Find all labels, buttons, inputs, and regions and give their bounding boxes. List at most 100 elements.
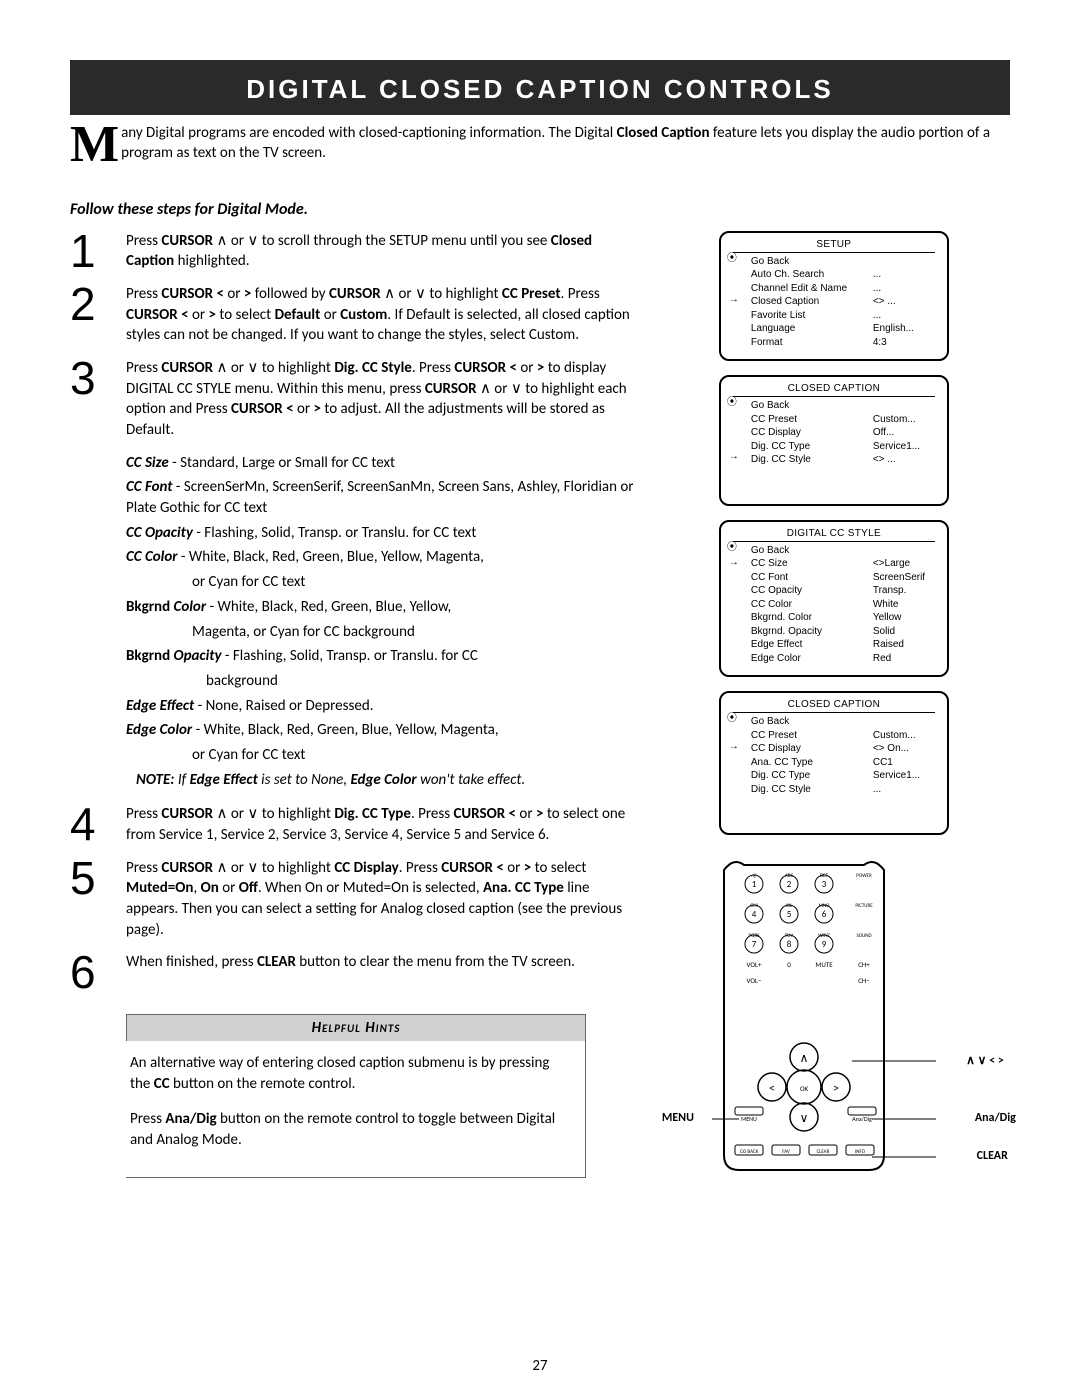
remote-key-number: 6 bbox=[822, 909, 827, 920]
option-line: Magenta, or Cyan for CC background bbox=[126, 622, 634, 643]
step-number: 1 bbox=[70, 231, 106, 272]
osd-row: Dig. CC TypeService1... bbox=[721, 769, 947, 783]
osd-arrow-icon: → bbox=[729, 741, 739, 752]
remote-illustration: .@ABCDEFPOWER123GHIJKLMNOPICTURE456PQRST… bbox=[704, 855, 964, 1175]
step-text: Press CURSOR ∧ or ∨ to highlight Dig. CC… bbox=[126, 804, 634, 845]
options-list: CC Size - Standard, Large or Small for C… bbox=[126, 453, 634, 791]
osd-row: CC PresetCustom... bbox=[721, 413, 947, 427]
osd-row: CC Size<>Large bbox=[721, 557, 947, 571]
osd-row: Dig. CC Style<> ... bbox=[721, 453, 947, 467]
remote-bottom2-label: GO BACK bbox=[740, 1149, 759, 1155]
option-line: Edge Color - White, Black, Red, Green, B… bbox=[126, 720, 634, 741]
option-line: or Cyan for CC text bbox=[126, 572, 634, 593]
remote-bottom2-label: CLEAR bbox=[816, 1149, 829, 1155]
osd-row: Auto Ch. Search... bbox=[721, 268, 947, 282]
remote-key-label: 0 bbox=[787, 960, 791, 969]
remote-key-label: MUTE bbox=[815, 960, 833, 969]
osd-title: SETUP bbox=[721, 239, 947, 250]
osd-row: Go Back bbox=[721, 255, 947, 269]
remote-key-number: 1 bbox=[752, 879, 757, 890]
option-line: CC Font - ScreenSerMn, ScreenSerif, Scre… bbox=[126, 477, 634, 518]
option-line: Edge Effect - None, Raised or Depressed. bbox=[126, 696, 634, 717]
remote-bottom2-label: INFO bbox=[855, 1149, 866, 1155]
osd-digital-cc-style-menu: ⦿DIGITAL CC STYLEGo BackCC Size<>LargeCC… bbox=[719, 520, 949, 678]
option-line: CC Color - White, Black, Red, Green, Blu… bbox=[126, 547, 634, 568]
svg-text:>: > bbox=[833, 1082, 839, 1096]
remote-key-label: SOUND bbox=[856, 933, 871, 939]
osd-title: CLOSED CAPTION bbox=[721, 699, 947, 710]
osd-row: Dig. CC TypeService1... bbox=[721, 440, 947, 454]
svg-text:∧: ∧ bbox=[799, 1052, 808, 1066]
option-line: background bbox=[126, 671, 634, 692]
osd-row: LanguageEnglish... bbox=[721, 322, 947, 336]
osd-closed-caption-menu: ⦿CLOSED CAPTION Go BackCC PresetCustom...… bbox=[719, 375, 949, 506]
osd-row: Edge ColorRed bbox=[721, 652, 947, 666]
step-5: 5Press CURSOR ∧ or ∨ to highlight CC Dis… bbox=[70, 858, 634, 941]
step-text: When finished, press CLEAR button to cle… bbox=[126, 952, 634, 993]
osd-row: Edge EffectRaised bbox=[721, 638, 947, 652]
osd-row: Bkgrnd. OpacitySolid bbox=[721, 625, 947, 639]
option-line: Bkgrnd Color - White, Black, Red, Green,… bbox=[126, 597, 634, 618]
step-number: 5 bbox=[70, 858, 106, 941]
section-subhead: Follow these steps for Digital Mode. bbox=[70, 200, 1010, 219]
remote-label-anadig: Ana/Dig bbox=[975, 1111, 1016, 1125]
osd-title: DIGITAL CC STYLE bbox=[721, 528, 947, 539]
step-2: 2 Press CURSOR < or > followed by CURSOR … bbox=[70, 284, 634, 346]
illustrations-column: ⦿SETUPGo BackAuto Ch. Search...Channel E… bbox=[658, 231, 1010, 1178]
step-number: 6 bbox=[70, 952, 106, 993]
option-line: NOTE: If Edge Effect is set to None, Edg… bbox=[126, 770, 634, 791]
osd-row: CC PresetCustom... bbox=[721, 729, 947, 743]
osd-row: Closed Caption<> ... bbox=[721, 295, 947, 309]
svg-text:<: < bbox=[769, 1082, 775, 1096]
osd-row: CC ColorWhite bbox=[721, 598, 947, 612]
option-line: CC Opacity - Flashing, Solid, Transp. or… bbox=[126, 523, 634, 544]
remote-key-number: 2 bbox=[787, 879, 792, 890]
remote-label-menu: MENU bbox=[662, 1111, 694, 1125]
step-text: Press CURSOR ∧ or ∨ to highlight CC Disp… bbox=[126, 858, 634, 941]
osd-row: CC FontScreenSerif bbox=[721, 571, 947, 585]
step-4: 4 Press CURSOR ∧ or ∨ to highlight Dig. C… bbox=[70, 804, 634, 845]
remote-label-arrows: ∧ ∨ < > bbox=[966, 1053, 1004, 1068]
remote-key-number: 3 bbox=[822, 879, 827, 890]
option-line: or Cyan for CC text bbox=[126, 745, 634, 766]
option-line: Bkgrnd Opacity - Flashing, Solid, Transp… bbox=[126, 646, 634, 667]
remote-key-number: 8 bbox=[787, 939, 792, 950]
osd-toggle-icon: ⦿ bbox=[727, 538, 737, 553]
remote-key-number: 5 bbox=[787, 909, 792, 920]
intro-text: M any Digital programs are encoded with … bbox=[70, 123, 1010, 164]
remote-bottom2-label: FAV bbox=[782, 1149, 790, 1155]
osd-closed-caption-menu-2: ⦿CLOSED CAPTIONGo BackCC PresetCustom...… bbox=[719, 691, 949, 835]
page-number: 27 bbox=[0, 1357, 1080, 1375]
step-text: Press CURSOR < or > followed by CURSOR ∧… bbox=[126, 284, 634, 346]
step-6: 6 When finished, press CLEAR button to cl… bbox=[70, 952, 634, 993]
osd-setup-menu: ⦿SETUPGo BackAuto Ch. Search...Channel E… bbox=[719, 231, 949, 362]
osd-row: Ana. CC TypeCC1 bbox=[721, 756, 947, 770]
intro-body: any Digital programs are encoded with cl… bbox=[121, 124, 990, 162]
remote-key-label: CH− bbox=[858, 976, 870, 985]
osd-row: Bkgrnd. ColorYellow bbox=[721, 611, 947, 625]
hint-paragraph: Press Ana/Dig button on the remote contr… bbox=[130, 1109, 573, 1151]
step-number: 4 bbox=[70, 804, 106, 845]
hint-paragraph: An alternative way of entering closed ca… bbox=[130, 1053, 573, 1095]
osd-row: CC DisplayOff... bbox=[721, 426, 947, 440]
step-number: 2 bbox=[70, 284, 106, 346]
osd-arrow-icon: → bbox=[729, 451, 739, 462]
osd-title: CLOSED CAPTION bbox=[721, 383, 947, 394]
osd-row: Go Back bbox=[721, 399, 947, 413]
remote-key-label: VOL− bbox=[746, 976, 761, 985]
step-number: 3 bbox=[70, 358, 106, 441]
osd-row: Favorite List... bbox=[721, 309, 947, 323]
page: DIGITAL CLOSED CAPTION CONTROLS M any Di… bbox=[0, 0, 1080, 1397]
step-text: Press CURSOR ∧ or ∨ to highlight Dig. CC… bbox=[126, 358, 634, 441]
remote-label-clear: CLEAR bbox=[977, 1149, 1008, 1163]
remote-key-label: VOL+ bbox=[746, 960, 761, 969]
remote-key-label: CH+ bbox=[858, 960, 870, 969]
hints-title: Helpful Hints bbox=[126, 1014, 586, 1041]
step-3: 3Press CURSOR ∧ or ∨ to highlight Dig. C… bbox=[70, 358, 634, 441]
osd-toggle-icon: ⦿ bbox=[727, 393, 737, 408]
osd-row: CC Display<> On... bbox=[721, 742, 947, 756]
osd-row: Channel Edit & Name... bbox=[721, 282, 947, 296]
step-1: 1 Press CURSOR ∧ or ∨ to scroll through t… bbox=[70, 231, 634, 272]
steps-column: 1 Press CURSOR ∧ or ∨ to scroll through t… bbox=[70, 231, 634, 1178]
step-text: Press CURSOR ∧ or ∨ to scroll through th… bbox=[126, 231, 634, 272]
